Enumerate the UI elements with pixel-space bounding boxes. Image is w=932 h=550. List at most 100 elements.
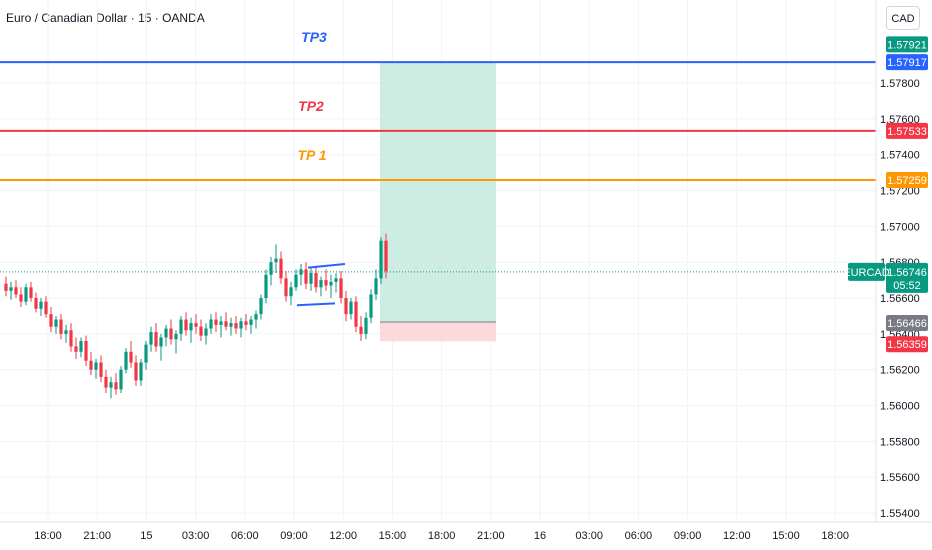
candle-body [289,287,293,297]
x-tick-label: 09:00 [674,530,702,542]
chart-title: Euro / Canadian Dollar · 15 · OANDA [6,11,205,25]
x-tick-label: 12:00 [723,530,751,542]
candle-body [384,240,388,272]
candle-body [329,281,333,286]
stop-price-badge-bg [886,336,928,353]
candle-body [254,314,258,320]
candle-body [264,274,268,299]
triangle-lower-line[interactable] [296,302,336,307]
candle-body [299,269,303,275]
candle-body [139,362,143,381]
candle-body [284,278,288,297]
candle-body [94,362,98,370]
entry-price-badge-bg [886,315,928,332]
x-tick-label: 15 [140,530,152,542]
entry-price-badge: 1.56466 [887,318,927,330]
candle-body [339,278,343,299]
x-tick-label: 06:00 [231,530,259,542]
tp1-price-badge: 1.57259 [887,175,927,187]
candle-body [89,360,93,370]
candle-body [24,287,28,302]
y-tick-label: 1.55800 [880,436,920,448]
time-axis[interactable]: 18:00 21:00 15 03:00 06:00 09:00 12:00 15:00 18:… [0,521,932,542]
candle-body [174,333,178,340]
target-price-badge-bg [886,36,928,53]
candle-body [79,341,83,352]
candle-body [354,301,358,327]
candle-body [314,272,318,288]
triangle-drawing[interactable] [296,263,346,307]
candle-body [364,317,368,334]
x-tick-label: 15:00 [379,530,407,542]
x-tick-label: 15:00 [772,530,800,542]
triangle-upper-line[interactable] [307,263,346,269]
candle-body [304,269,308,284]
candle-body [274,258,278,263]
candle-body [59,319,63,334]
bar-countdown: 05:52 [893,280,921,292]
candle-body [269,262,273,275]
candle-body [194,323,198,327]
x-tick-label: 06:00 [625,530,653,542]
candle-body [214,319,218,325]
x-tick-label: 12:00 [329,530,357,542]
x-tick-label: 18:00 [428,530,456,542]
candle-body [14,287,18,295]
candle-body [199,326,203,336]
tp2-price-badge-bg [886,122,928,139]
candle-body [99,362,103,377]
candle-body [19,294,23,302]
candle-body [344,298,348,315]
x-tick-label: 18:00 [34,530,62,542]
candle-body [324,280,328,286]
candle-body [124,351,128,370]
candle-body [49,314,53,327]
candle-body [374,278,378,295]
y-tick-label: 1.57000 [880,221,920,233]
candle-body [204,328,208,336]
stop-loss-zone[interactable] [380,322,496,342]
candle-body [104,376,108,388]
candle-body [74,346,78,352]
candle-body [134,362,138,381]
y-tick-label: 1.56000 [880,401,920,413]
y-tick-label: 1.55600 [880,472,920,484]
candle-body [359,326,363,334]
candle-body [319,280,323,288]
y-tick-label: 1.57400 [880,150,920,162]
candle-body [109,382,113,388]
y-tick-label: 1.57600 [880,114,920,126]
x-tick-label: 21:00 [477,530,505,542]
symbol-tag-bg [848,262,885,281]
y-tick-label: 1.57800 [880,78,920,90]
currency-button[interactable]: CAD [886,6,920,30]
tp3-price-badge: 1.57917 [887,57,927,69]
candle-body [9,287,13,291]
candle-body [334,278,338,282]
candle-body [219,321,223,325]
tp3-price-badge-bg [886,54,928,71]
candle-body [369,294,373,318]
profit-zone[interactable] [380,61,496,323]
candle-body [224,321,228,327]
candle-body [44,301,48,315]
tp-levels[interactable]: TP3 TP2 TP 1 [0,29,876,273]
current-price-badge-bg [886,262,928,293]
candle-body [84,341,88,361]
candle-body [189,323,193,331]
position-zones[interactable] [380,61,496,342]
y-tick-label: 1.57200 [880,186,920,198]
candle-body [129,351,133,363]
candle-body [54,319,58,327]
candle-body [34,298,38,309]
candle-body [234,323,238,329]
candle-body [4,283,8,291]
price-axis[interactable]: 1.578001.576001.574001.572001.570001.568… [880,78,920,520]
candle-body [249,319,253,325]
level-label-tp2: TP2 [298,98,324,114]
y-tick-label: 1.55400 [880,508,920,520]
level-label-tp3: TP3 [301,29,327,45]
level-label-tp1: TP 1 [297,147,326,163]
candle-body [29,287,33,299]
